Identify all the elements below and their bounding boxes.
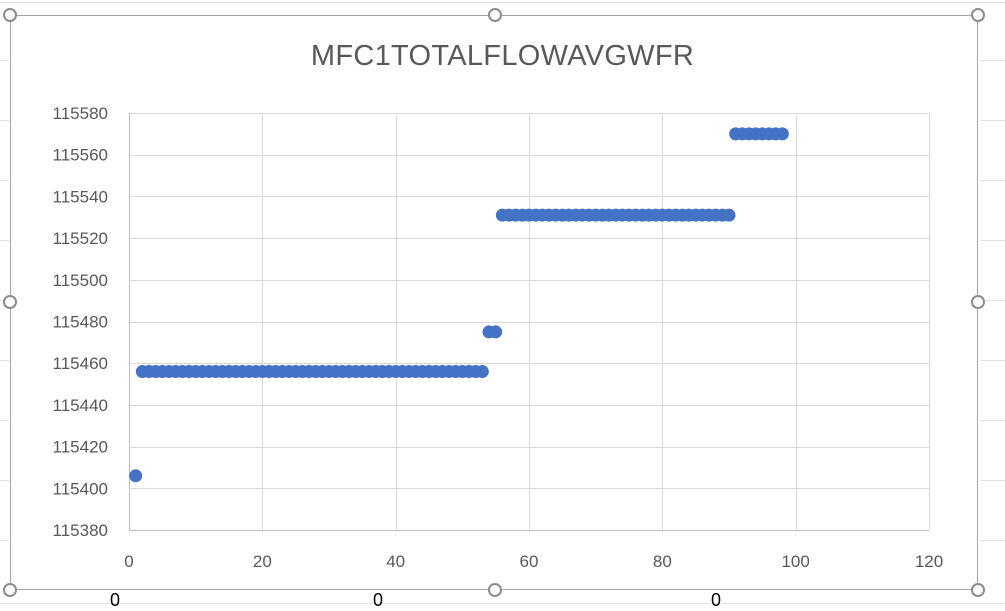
resize-handle-top-right[interactable]	[971, 8, 985, 22]
x-tick-label: 0	[124, 552, 133, 571]
data-point[interactable]	[722, 208, 736, 222]
chart-title[interactable]: MFC1TOTALFLOWAVGWFR	[310, 40, 695, 72]
y-tick-label: 115540	[53, 187, 108, 206]
data-points	[129, 127, 789, 483]
resize-handle-bottom-right[interactable]	[971, 583, 985, 597]
x-tick-label: 80	[653, 552, 672, 571]
x-tick-label: 120	[915, 552, 943, 571]
cell-text-fragment: 0	[110, 590, 121, 610]
cell-text-fragment: 0	[711, 590, 722, 610]
resize-handle-left[interactable]	[3, 295, 17, 309]
resize-handle-bottom-left[interactable]	[3, 583, 17, 597]
cell-text-fragment: 0	[373, 590, 384, 610]
y-tick-label: 115520	[53, 229, 108, 248]
data-point[interactable]	[489, 325, 503, 339]
x-tick-label: 20	[253, 552, 272, 571]
resize-handle-bottom[interactable]	[488, 583, 502, 597]
data-point[interactable]	[129, 469, 143, 483]
y-tick-label: 115480	[53, 313, 108, 332]
resize-handle-top-left[interactable]	[3, 8, 17, 22]
data-point[interactable]	[475, 365, 489, 379]
x-tick-label: 60	[520, 552, 539, 571]
y-tick-label: 115400	[53, 479, 108, 498]
chart-area[interactable]	[10, 15, 978, 590]
y-tick-label: 115420	[53, 438, 108, 457]
x-tick-label: 40	[386, 552, 405, 571]
y-tick-label: 115560	[53, 146, 108, 165]
y-tick-label: 115440	[53, 396, 108, 415]
y-tick-label: 115380	[53, 521, 108, 540]
y-tick-label: 115460	[53, 354, 108, 373]
gridlines	[129, 113, 930, 531]
y-tick-label: 115500	[53, 271, 108, 290]
resize-handle-right[interactable]	[971, 295, 985, 309]
tick-labels: 115380 115400 115420 115440 115460 115480 1155…	[53, 104, 944, 571]
data-point[interactable]	[775, 127, 789, 141]
y-tick-label: 115580	[53, 104, 108, 123]
resize-handle-top[interactable]	[488, 8, 502, 22]
x-tick-label: 100	[781, 552, 809, 571]
